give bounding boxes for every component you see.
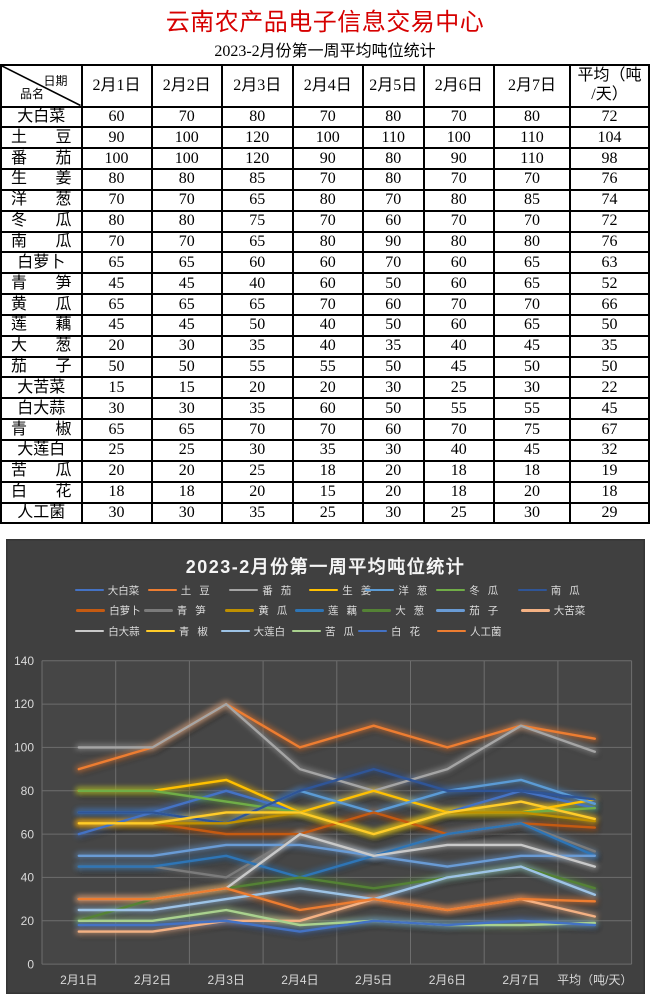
svg-text:2月4日: 2月4日 (281, 973, 318, 987)
svg-text:100: 100 (14, 741, 34, 755)
svg-text:2月3日: 2月3日 (208, 973, 245, 987)
svg-text:120: 120 (14, 697, 34, 711)
svg-text:2月2日: 2月2日 (134, 973, 171, 987)
svg-text:40: 40 (21, 871, 35, 885)
svg-text:平均（吨/天）: 平均（吨/天） (557, 973, 632, 987)
svg-text:80: 80 (21, 784, 35, 798)
svg-text:140: 140 (14, 654, 34, 668)
svg-text:2月5日: 2月5日 (355, 973, 392, 987)
svg-text:2月7日: 2月7日 (502, 973, 539, 987)
svg-text:2月1日: 2月1日 (60, 973, 97, 987)
svg-text:2月6日: 2月6日 (429, 973, 466, 987)
svg-text:20: 20 (21, 914, 35, 928)
svg-text:60: 60 (21, 827, 35, 841)
svg-text:0: 0 (27, 957, 34, 971)
